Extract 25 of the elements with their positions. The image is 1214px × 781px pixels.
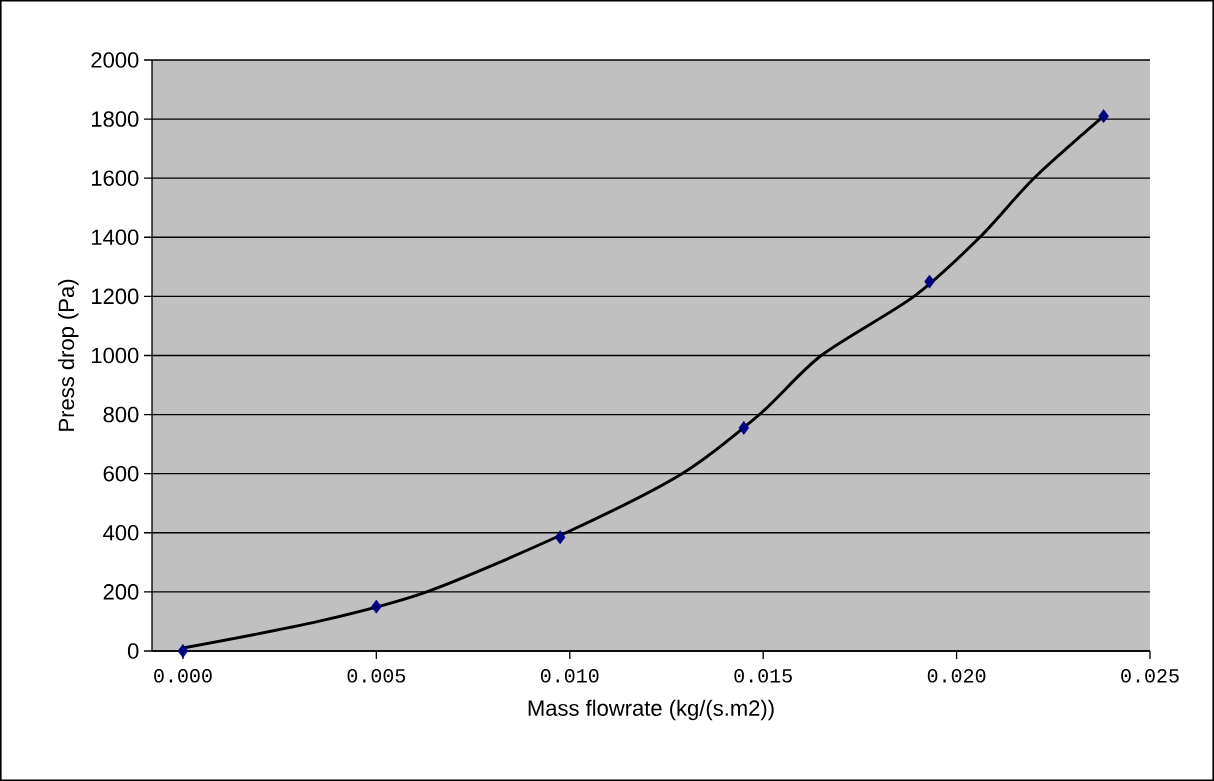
x-tick-label: 0.025 <box>1121 669 1179 683</box>
y-tick-label: 400 <box>103 524 139 541</box>
point <box>924 274 935 289</box>
y-tick-label: 1000 <box>92 347 139 364</box>
point <box>177 644 189 658</box>
x-tick-label: 0.010 <box>540 669 599 683</box>
x-tick-label: 0.015 <box>734 669 792 683</box>
y-tick-label: 2000 <box>91 52 139 68</box>
y-tick-label: 200 <box>103 584 139 600</box>
point <box>1098 109 1109 124</box>
y-tick-label: 1600 <box>92 170 139 186</box>
x-tick-label: 0.005 <box>347 669 406 683</box>
point <box>738 420 750 435</box>
point <box>371 599 382 614</box>
y-tick-label: 0 <box>127 643 139 659</box>
x-tick-label: 0.000 <box>154 669 212 683</box>
y-axis-title: Press drop (Pa) <box>58 279 79 431</box>
y-tick-label: 800 <box>103 406 139 423</box>
y-tick-label: 600 <box>103 465 139 482</box>
y-tick-label: 1400 <box>92 229 139 246</box>
x-tick-label: 0.020 <box>927 669 986 683</box>
x-axis-title: Mass flowrate (kg/(s.m2)) <box>528 699 774 721</box>
point <box>554 530 566 545</box>
y-tick-label: 1800 <box>92 111 139 127</box>
y-tick-label: 1200 <box>92 288 139 305</box>
